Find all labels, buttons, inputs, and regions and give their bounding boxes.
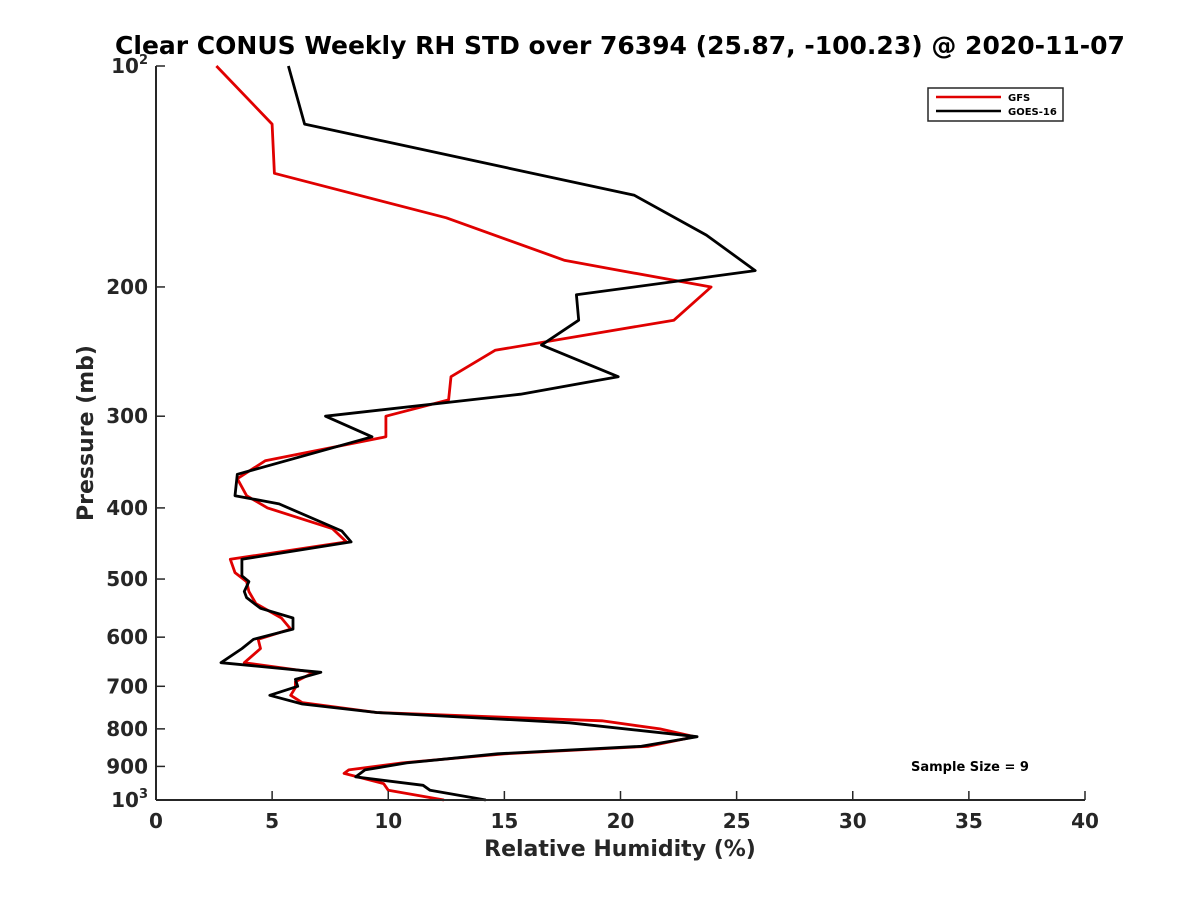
chart-title: Clear CONUS Weekly RH STD over 76394 (25… [115, 31, 1125, 60]
y-tick-label: 103 [111, 787, 148, 812]
y-axis-label: Pressure (mb) [74, 345, 99, 521]
y-tick-label: 200 [106, 275, 148, 299]
y-ticks: 102 200 300 400 500 600 700 800 900 103 [106, 53, 165, 812]
sample-size-annotation: Sample Size = 9 [911, 760, 1029, 775]
x-axis-label: Relative Humidity (%) [484, 837, 756, 862]
x-tick-label: 35 [955, 809, 983, 833]
x-tick-label: 10 [374, 809, 402, 833]
x-tick-label: 25 [723, 809, 751, 833]
y-tick-label: 800 [106, 717, 148, 741]
x-tick-label: 5 [265, 809, 279, 833]
y-tick-label: 300 [106, 404, 148, 428]
legend: GFS GOES-16 [927, 87, 1064, 122]
x-tick-label: 40 [1071, 809, 1099, 833]
legend-label-gfs: GFS [1008, 93, 1030, 104]
series-layer [215, 65, 757, 802]
y-tick-label: 700 [106, 674, 148, 698]
x-tick-label: 30 [839, 809, 867, 833]
legend-box [927, 87, 1064, 122]
legend-label-goes16: GOES-16 [1008, 107, 1057, 118]
y-tick-label: 400 [106, 496, 148, 520]
y-tick-label: 600 [106, 625, 148, 649]
y-tick-label: 900 [106, 754, 148, 778]
x-ticks: 0 5 10 15 20 25 30 35 40 [149, 791, 1099, 833]
series-line-goes16 [219, 65, 757, 802]
plot-area [156, 66, 1085, 800]
x-tick-label: 15 [490, 809, 518, 833]
y-tick-label: 102 [111, 53, 148, 78]
y-tick-label: 500 [106, 567, 148, 591]
x-tick-label: 20 [607, 809, 635, 833]
x-tick-label: 0 [149, 809, 163, 833]
